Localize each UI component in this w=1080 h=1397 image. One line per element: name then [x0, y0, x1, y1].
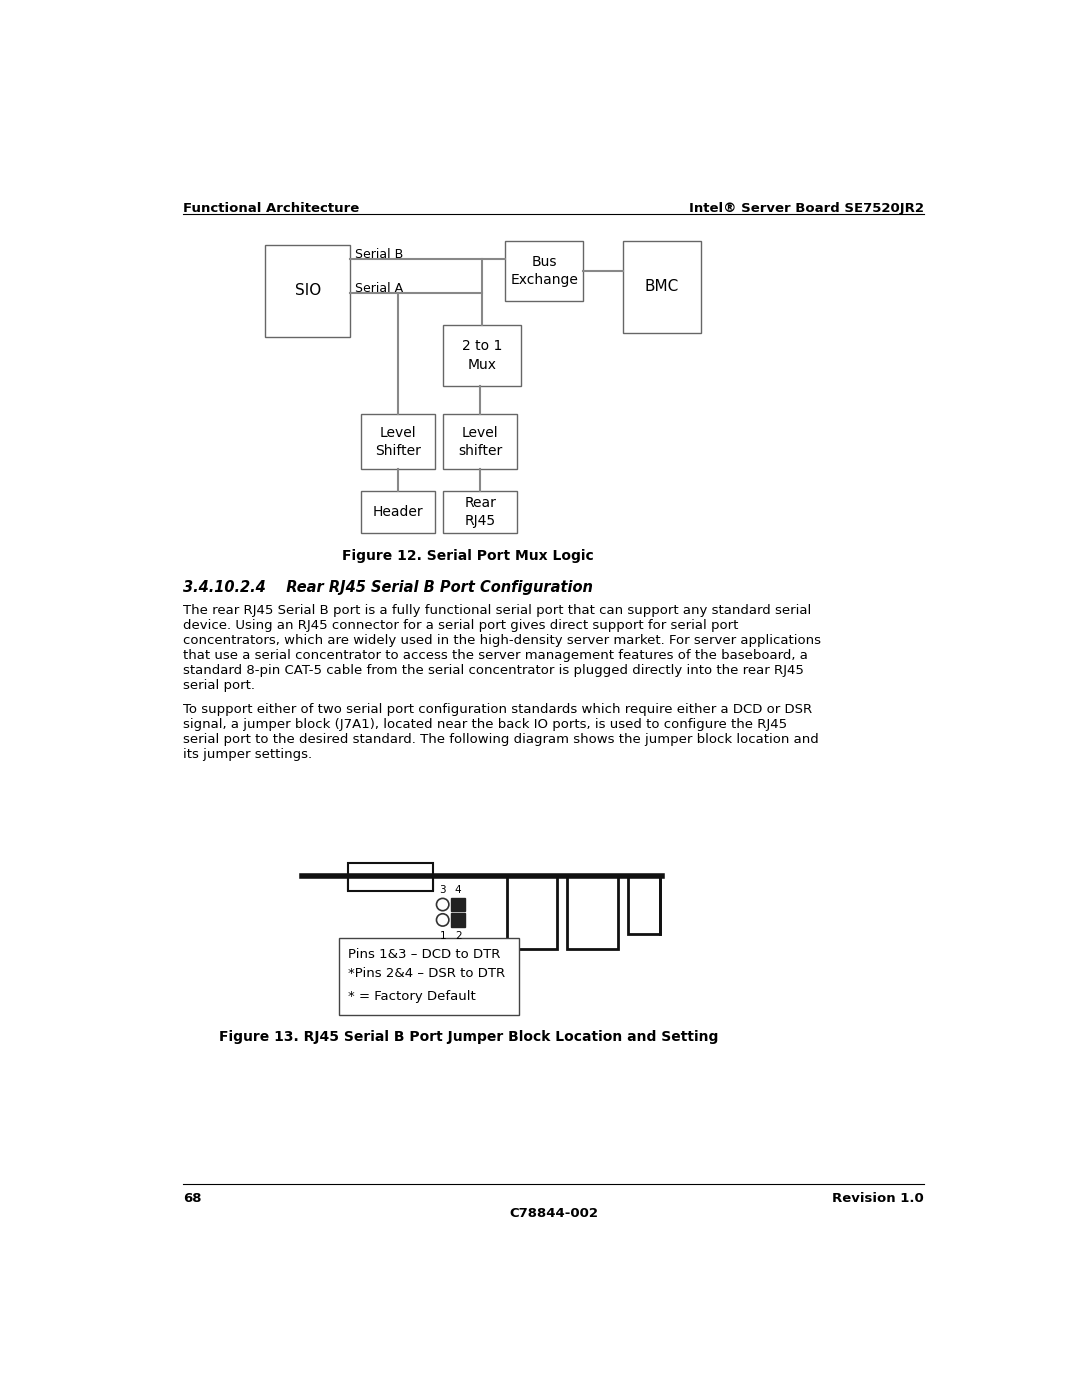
Text: signal, a jumper block (J7A1), located near the back IO ports, is used to config: signal, a jumper block (J7A1), located n…	[183, 718, 787, 731]
Text: 68: 68	[183, 1192, 202, 1204]
Bar	[339, 937, 518, 1014]
Text: serial port to the desired standard. The following diagram shows the jumper bloc: serial port to the desired standard. The…	[183, 733, 819, 746]
Text: Functional Architecture: Functional Architecture	[183, 203, 360, 215]
Bar	[451, 914, 465, 926]
Text: Revision 1.0: Revision 1.0	[833, 1192, 924, 1204]
Bar	[627, 876, 661, 933]
Text: SIO: SIO	[295, 284, 321, 299]
Text: Level
Shifter: Level Shifter	[375, 426, 421, 458]
Text: BMC: BMC	[645, 279, 679, 295]
Text: 2 to 1
Mux: 2 to 1 Mux	[462, 339, 502, 372]
Text: Bus
Exchange: Bus Exchange	[510, 254, 578, 286]
Bar	[348, 863, 433, 890]
Text: its jumper settings.: its jumper settings.	[183, 747, 312, 761]
Text: Intel® Server Board SE7520JR2: Intel® Server Board SE7520JR2	[689, 203, 924, 215]
Circle shape	[436, 898, 449, 911]
Bar	[505, 240, 583, 300]
Text: device. Using an RJ45 connector for a serial port gives direct support for seria: device. Using an RJ45 connector for a se…	[183, 619, 739, 633]
Text: Serial A: Serial A	[355, 282, 403, 295]
Text: C78844-002: C78844-002	[509, 1207, 598, 1220]
Bar	[507, 876, 557, 949]
Text: *Pins 2&4 – DSR to DTR: *Pins 2&4 – DSR to DTR	[348, 967, 505, 979]
Text: 3.4.10.2.4    Rear RJ45 Serial B Port Configuration: 3.4.10.2.4 Rear RJ45 Serial B Port Confi…	[183, 580, 593, 595]
Bar	[348, 876, 433, 891]
Text: Level
shifter: Level shifter	[458, 426, 502, 458]
Text: Pins 1&3 – DCD to DTR: Pins 1&3 – DCD to DTR	[348, 949, 500, 961]
Text: 1: 1	[440, 930, 446, 940]
Text: Serial B: Serial B	[355, 247, 403, 261]
Text: that use a serial concentrator to access the server management features of the b: that use a serial concentrator to access…	[183, 650, 808, 662]
Bar	[362, 490, 435, 534]
Text: Figure 12. Serial Port Mux Logic: Figure 12. Serial Port Mux Logic	[342, 549, 594, 563]
Bar	[444, 490, 517, 534]
Text: 3: 3	[440, 886, 446, 895]
Bar	[444, 326, 521, 386]
Text: The rear RJ45 Serial B port is a fully functional serial port that can support a: The rear RJ45 Serial B port is a fully f…	[183, 605, 811, 617]
Circle shape	[436, 914, 449, 926]
Text: Figure 13. RJ45 Serial B Port Jumper Block Location and Setting: Figure 13. RJ45 Serial B Port Jumper Blo…	[218, 1030, 718, 1044]
Text: Rear
RJ45: Rear RJ45	[464, 496, 496, 528]
Bar	[623, 240, 701, 334]
Bar	[451, 898, 465, 911]
Text: concentrators, which are widely used in the high-density server market. For serv: concentrators, which are widely used in …	[183, 634, 821, 647]
Text: serial port.: serial port.	[183, 679, 255, 693]
Bar	[266, 244, 350, 337]
Text: To support either of two serial port configuration standards which require eithe: To support either of two serial port con…	[183, 703, 812, 715]
Bar	[567, 876, 618, 949]
Text: Header: Header	[373, 506, 423, 520]
Bar	[362, 414, 435, 469]
Text: 2: 2	[455, 930, 461, 940]
Text: standard 8-pin CAT-5 cable from the serial concentrator is plugged directly into: standard 8-pin CAT-5 cable from the seri…	[183, 665, 804, 678]
Bar	[444, 414, 517, 469]
Text: * = Factory Default: * = Factory Default	[348, 990, 476, 1003]
Text: 4: 4	[455, 886, 461, 895]
